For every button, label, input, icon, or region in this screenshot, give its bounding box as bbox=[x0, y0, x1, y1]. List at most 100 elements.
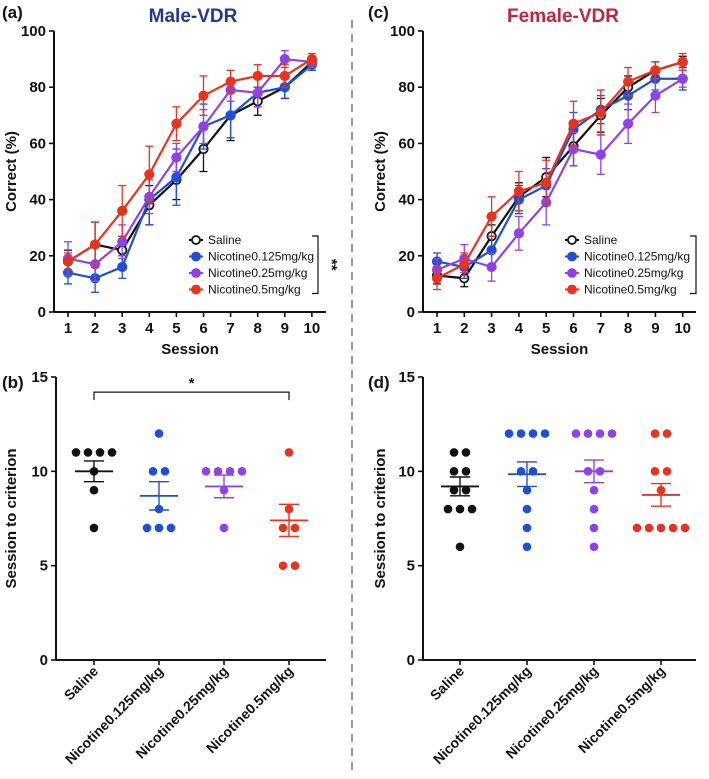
data-point bbox=[632, 523, 642, 533]
legend-entry-label: Nicotine0.25mg/kg bbox=[584, 266, 683, 280]
data-point bbox=[516, 429, 526, 438]
legend-entry-label: Nicotine0.5mg/kg bbox=[208, 283, 301, 297]
y-tick-label: 60 bbox=[398, 135, 415, 152]
data-point bbox=[225, 467, 235, 476]
data-point bbox=[595, 149, 606, 160]
y-tick-label: 100 bbox=[390, 23, 415, 40]
y-tick-label: 0 bbox=[40, 652, 48, 669]
legend: Saline Nicotine0.125mg/kg Nicotine0.25mg/k… bbox=[565, 233, 690, 297]
y-axis-title: Session to criterion bbox=[372, 448, 389, 588]
y-tick-label: 0 bbox=[407, 304, 415, 321]
y-tick-label: 60 bbox=[29, 135, 46, 152]
group-nic05 bbox=[632, 429, 690, 533]
x-tick-label: 4 bbox=[145, 320, 154, 337]
x-tick-label: 8 bbox=[624, 320, 632, 337]
data-point bbox=[461, 485, 471, 495]
data-point bbox=[622, 76, 634, 87]
data-point bbox=[83, 448, 93, 457]
data-point bbox=[589, 542, 599, 552]
y-tick-label: 15 bbox=[31, 369, 48, 386]
series-line bbox=[436, 60, 684, 280]
data-point bbox=[154, 523, 164, 533]
data-point bbox=[589, 485, 599, 495]
y-tick-label: 0 bbox=[407, 652, 415, 669]
data-point bbox=[677, 56, 688, 68]
data-point bbox=[171, 118, 182, 129]
data-point bbox=[504, 429, 514, 438]
data-point bbox=[148, 467, 158, 476]
data-point bbox=[225, 76, 236, 87]
data-point bbox=[589, 523, 599, 533]
panel-label-b: (b) bbox=[2, 373, 24, 392]
data-point bbox=[237, 467, 247, 476]
data-point bbox=[528, 429, 538, 438]
data-point bbox=[607, 429, 617, 438]
y-axis-title: Session to criterion bbox=[3, 448, 20, 588]
data-point bbox=[213, 467, 223, 476]
data-point bbox=[171, 172, 182, 183]
x-tick-label: 2 bbox=[91, 320, 99, 337]
category-label: Saline bbox=[61, 663, 102, 704]
x-tick-label: 8 bbox=[254, 320, 262, 337]
legend-swatch-marker bbox=[567, 268, 577, 278]
data-point bbox=[522, 504, 532, 514]
data-point bbox=[513, 228, 525, 239]
data-point bbox=[290, 561, 300, 570]
y-tick-label: 15 bbox=[398, 369, 415, 386]
data-point bbox=[89, 485, 99, 495]
y-tick-label: 20 bbox=[398, 248, 415, 265]
data-point bbox=[306, 53, 317, 65]
data-point bbox=[656, 523, 666, 533]
data-point bbox=[662, 467, 672, 476]
data-point bbox=[583, 429, 593, 438]
y-tick-label: 20 bbox=[29, 248, 46, 265]
y-tick-label: 40 bbox=[29, 192, 46, 209]
data-point bbox=[117, 205, 128, 216]
significance-bracket bbox=[690, 235, 697, 295]
data-point bbox=[522, 542, 532, 552]
x-tick-label: 1 bbox=[64, 320, 72, 337]
legend-swatch-marker bbox=[567, 284, 577, 295]
data-point bbox=[650, 429, 660, 438]
data-point bbox=[650, 90, 661, 101]
series-line bbox=[67, 58, 313, 263]
data-point bbox=[89, 523, 99, 533]
legend-entry-label: Saline bbox=[584, 233, 618, 247]
significance-marker: ** bbox=[701, 259, 709, 271]
data-point bbox=[219, 523, 229, 533]
data-point bbox=[62, 256, 74, 267]
x-tick-label: 2 bbox=[460, 320, 468, 337]
x-tick-label: 10 bbox=[674, 320, 691, 337]
x-tick-label: 9 bbox=[651, 320, 659, 337]
y-axis-title: Correct (%) bbox=[372, 131, 389, 212]
data-point bbox=[144, 169, 155, 180]
legend-entry-label: Saline bbox=[208, 233, 242, 247]
data-point bbox=[142, 523, 152, 533]
group-nic025 bbox=[201, 467, 247, 533]
legend-swatch-marker bbox=[191, 284, 201, 295]
x-tick-label: 6 bbox=[569, 320, 577, 337]
data-point bbox=[595, 107, 606, 118]
y-tick-label: 100 bbox=[21, 23, 46, 40]
data-point bbox=[449, 467, 459, 476]
data-point bbox=[680, 523, 690, 533]
series-line bbox=[67, 61, 313, 263]
panel-label-a: (a) bbox=[2, 3, 23, 22]
group-nic025 bbox=[571, 429, 617, 552]
y-tick-label: 80 bbox=[29, 79, 46, 96]
y-tick-label: 0 bbox=[38, 304, 46, 321]
data-point bbox=[467, 504, 477, 514]
x-tick-label: 4 bbox=[515, 320, 524, 337]
group-nic0125 bbox=[504, 429, 550, 552]
legend-swatch-marker bbox=[191, 268, 201, 278]
legend-swatch-marker bbox=[567, 235, 577, 245]
x-tick-label: 5 bbox=[172, 320, 180, 337]
data-point bbox=[117, 261, 128, 273]
data-point bbox=[650, 467, 660, 476]
data-point bbox=[160, 467, 170, 476]
series-line bbox=[436, 77, 684, 271]
data-point bbox=[595, 429, 605, 438]
significance-marker: ** bbox=[323, 259, 340, 271]
x-tick-label: 5 bbox=[542, 320, 550, 337]
